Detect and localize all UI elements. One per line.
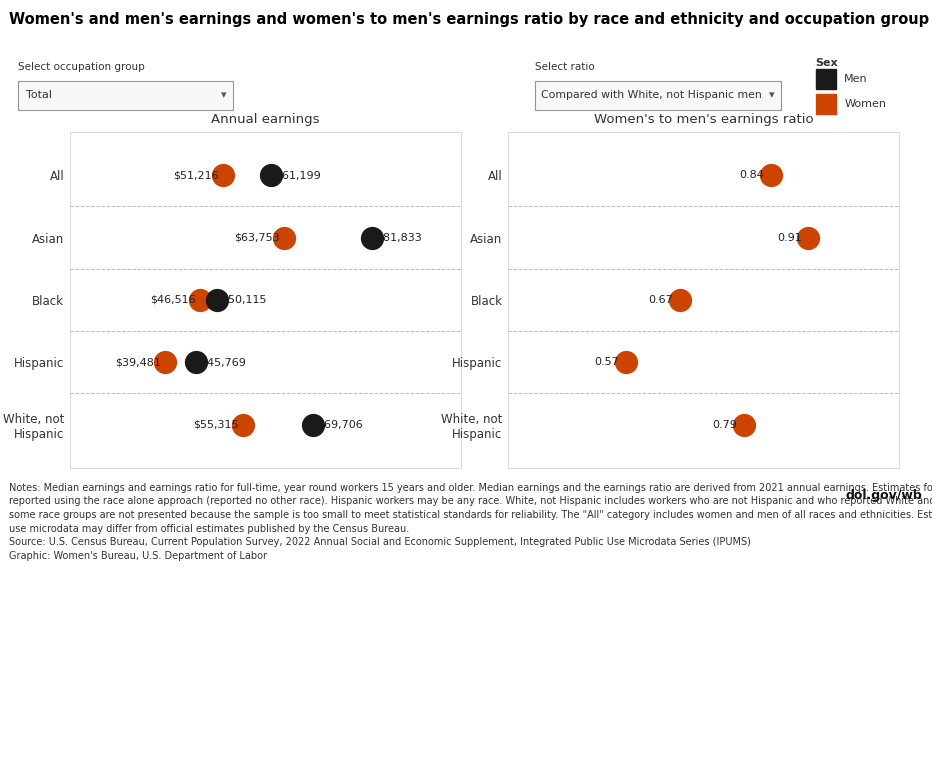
Point xyxy=(188,356,203,368)
Text: $63,753: $63,753 xyxy=(235,232,281,242)
Text: $69,706: $69,706 xyxy=(317,420,363,430)
Title: Women's to men's earnings ratio: Women's to men's earnings ratio xyxy=(594,113,814,126)
Point xyxy=(365,231,380,244)
Text: Men: Men xyxy=(844,74,868,84)
Point xyxy=(215,169,230,181)
Text: ▾: ▾ xyxy=(221,90,226,100)
FancyBboxPatch shape xyxy=(19,80,233,110)
Point xyxy=(619,356,634,368)
Text: Compared with White, not Hispanic men: Compared with White, not Hispanic men xyxy=(541,90,761,100)
Text: Select occupation group: Select occupation group xyxy=(19,62,145,72)
Point xyxy=(158,356,172,368)
Text: Total: Total xyxy=(26,90,52,100)
Text: 0.79: 0.79 xyxy=(713,420,737,430)
Point xyxy=(192,293,207,306)
Text: Women: Women xyxy=(844,99,886,109)
Text: $55,315: $55,315 xyxy=(193,420,239,430)
Text: $61,199: $61,199 xyxy=(275,170,322,180)
FancyBboxPatch shape xyxy=(534,80,781,110)
Text: $50,115: $50,115 xyxy=(221,295,267,305)
Text: Sex: Sex xyxy=(816,58,838,68)
Text: Select ratio: Select ratio xyxy=(534,62,595,72)
Point xyxy=(736,419,751,431)
Text: 0.84: 0.84 xyxy=(739,170,764,180)
Point xyxy=(210,293,225,306)
Text: $51,216: $51,216 xyxy=(173,170,219,180)
Text: $39,481: $39,481 xyxy=(116,358,161,368)
Text: $45,769: $45,769 xyxy=(199,358,246,368)
Point xyxy=(264,169,279,181)
Text: Women's and men's earnings and women's to men's earnings ratio by race and ethni: Women's and men's earnings and women's t… xyxy=(9,12,929,26)
Text: $46,516: $46,516 xyxy=(150,295,196,305)
Text: ▾: ▾ xyxy=(769,90,774,100)
Text: 0.67: 0.67 xyxy=(649,295,673,305)
Point xyxy=(763,169,778,181)
Title: Annual earnings: Annual earnings xyxy=(212,113,320,126)
Text: $81,833: $81,833 xyxy=(377,232,422,242)
Point xyxy=(801,231,816,244)
Bar xyxy=(816,69,836,90)
Point xyxy=(235,419,250,431)
Text: Notes: Median earnings and earnings ratio for full-time, year round workers 15 y: Notes: Median earnings and earnings rati… xyxy=(9,483,932,561)
Point xyxy=(672,293,687,306)
Text: 0.91: 0.91 xyxy=(777,232,802,242)
Point xyxy=(306,419,321,431)
Bar xyxy=(816,94,836,115)
Text: dol.gov/wb: dol.gov/wb xyxy=(846,488,923,502)
Point xyxy=(277,231,292,244)
Text: 0.57: 0.57 xyxy=(595,358,620,368)
